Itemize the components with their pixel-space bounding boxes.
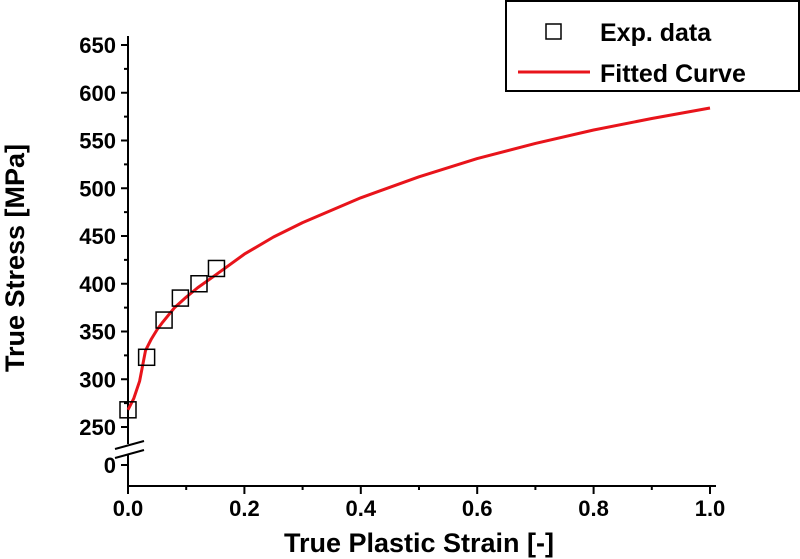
y-tick-label: 500 — [79, 176, 116, 201]
x-axis-ticks: 0.0 0.2 0.4 0.6 0.8 1.0 — [113, 486, 726, 521]
fitted-curve-line — [126, 106, 711, 411]
legend: Exp. data Fitted Curve — [505, 0, 800, 92]
x-axis-title: True Plastic Strain [-] — [284, 528, 554, 558]
y-tick-label: 350 — [79, 320, 116, 345]
x-tick-label: 0.2 — [229, 496, 260, 521]
y-tick-label: 250 — [79, 415, 116, 440]
y-axis-title: True Stress [MPa] — [0, 144, 30, 372]
y-tick-label: 300 — [79, 367, 116, 392]
x-tick-label: 0.8 — [578, 496, 609, 521]
y-axis-ticks: 650 600 550 500 450 400 350 300 250 0 — [79, 33, 128, 478]
exp-data-point — [207, 259, 226, 278]
plot-area — [119, 106, 711, 419]
legend-marker-exp-data — [545, 23, 562, 40]
exp-data-point — [155, 311, 173, 329]
exp-data-point — [171, 289, 190, 307]
x-tick-label: 0.6 — [462, 496, 493, 521]
exp-data-point — [137, 348, 156, 367]
y-tick-label: 450 — [79, 224, 116, 249]
x-tick-label: 1.0 — [695, 496, 726, 521]
x-tick-label: 0.0 — [113, 496, 144, 521]
y-tick-label: 400 — [79, 272, 116, 297]
y-tick-label-zero: 0 — [104, 453, 116, 478]
axis-break-mark-lower — [114, 449, 145, 459]
legend-box — [505, 0, 800, 92]
legend-label-exp-data: Exp. data — [600, 19, 712, 47]
y-tick-label: 600 — [79, 81, 116, 106]
y-tick-label: 650 — [79, 33, 116, 58]
exp-data-point — [190, 275, 208, 293]
y-tick-label: 550 — [79, 129, 116, 154]
x-tick-label: 0.4 — [346, 496, 377, 521]
chart-axes — [114, 36, 716, 487]
legend-label-fitted-curve: Fitted Curve — [600, 60, 746, 88]
exp-data-point — [119, 401, 137, 419]
axis-break-mark-upper — [114, 440, 145, 450]
